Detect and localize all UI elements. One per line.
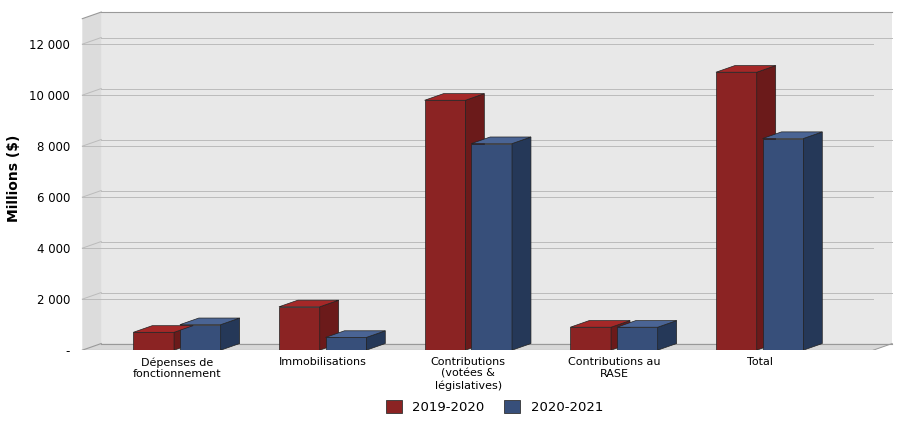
Polygon shape: [512, 137, 530, 350]
Polygon shape: [101, 12, 892, 344]
Polygon shape: [716, 65, 775, 72]
Polygon shape: [465, 94, 484, 350]
Polygon shape: [82, 12, 101, 350]
Polygon shape: [180, 318, 239, 325]
Polygon shape: [472, 137, 530, 143]
Polygon shape: [320, 300, 339, 350]
Polygon shape: [134, 332, 174, 350]
Polygon shape: [570, 321, 630, 327]
Polygon shape: [325, 338, 367, 350]
Polygon shape: [617, 321, 677, 327]
Polygon shape: [763, 132, 822, 138]
Polygon shape: [425, 94, 484, 100]
Polygon shape: [658, 321, 677, 350]
Polygon shape: [803, 132, 822, 350]
Polygon shape: [279, 307, 320, 350]
Polygon shape: [617, 327, 658, 350]
Polygon shape: [174, 326, 193, 350]
Polygon shape: [716, 72, 757, 350]
Polygon shape: [180, 325, 221, 350]
Polygon shape: [279, 300, 339, 307]
Polygon shape: [325, 331, 385, 338]
Polygon shape: [763, 138, 803, 350]
Polygon shape: [82, 344, 892, 350]
Polygon shape: [425, 100, 465, 350]
Y-axis label: Millions ($): Millions ($): [7, 135, 21, 222]
Polygon shape: [757, 65, 775, 350]
Polygon shape: [472, 143, 512, 350]
Legend: 2019-2020, 2020-2021: 2019-2020, 2020-2021: [380, 395, 609, 419]
Polygon shape: [134, 326, 193, 332]
Polygon shape: [611, 321, 630, 350]
Polygon shape: [570, 327, 611, 350]
Polygon shape: [367, 331, 385, 350]
Polygon shape: [221, 318, 239, 350]
